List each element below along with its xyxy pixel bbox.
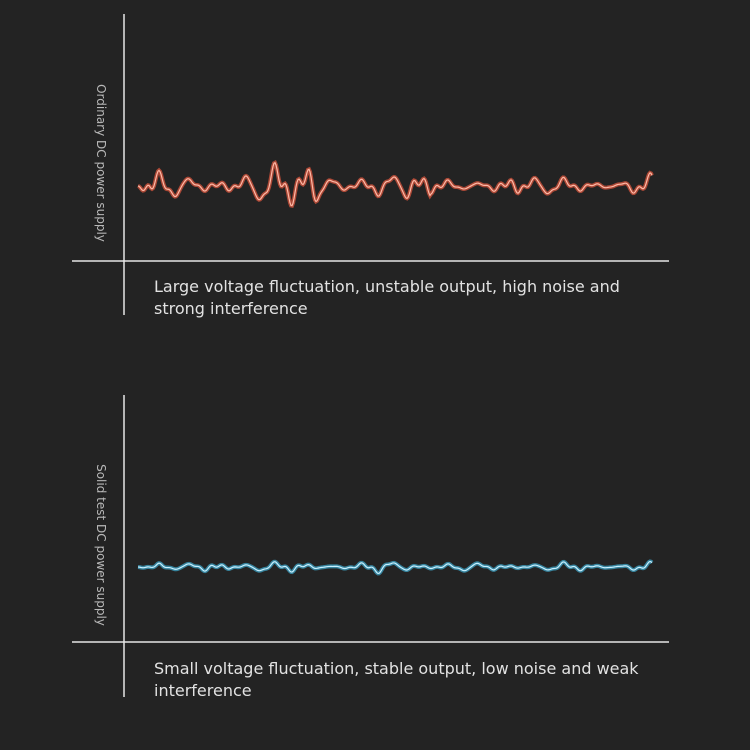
caption: Small voltage fluctuation, stable output…: [154, 659, 639, 700]
stable-wave: [137, 560, 653, 575]
axis-label: Solid test DC power supply: [94, 464, 108, 626]
caption: Large voltage fluctuation, unstable outp…: [154, 277, 620, 318]
noise-wave: [137, 161, 653, 207]
noise-wave-glow: [137, 160, 654, 208]
axis-label: Ordinary DC power supply: [94, 84, 108, 242]
